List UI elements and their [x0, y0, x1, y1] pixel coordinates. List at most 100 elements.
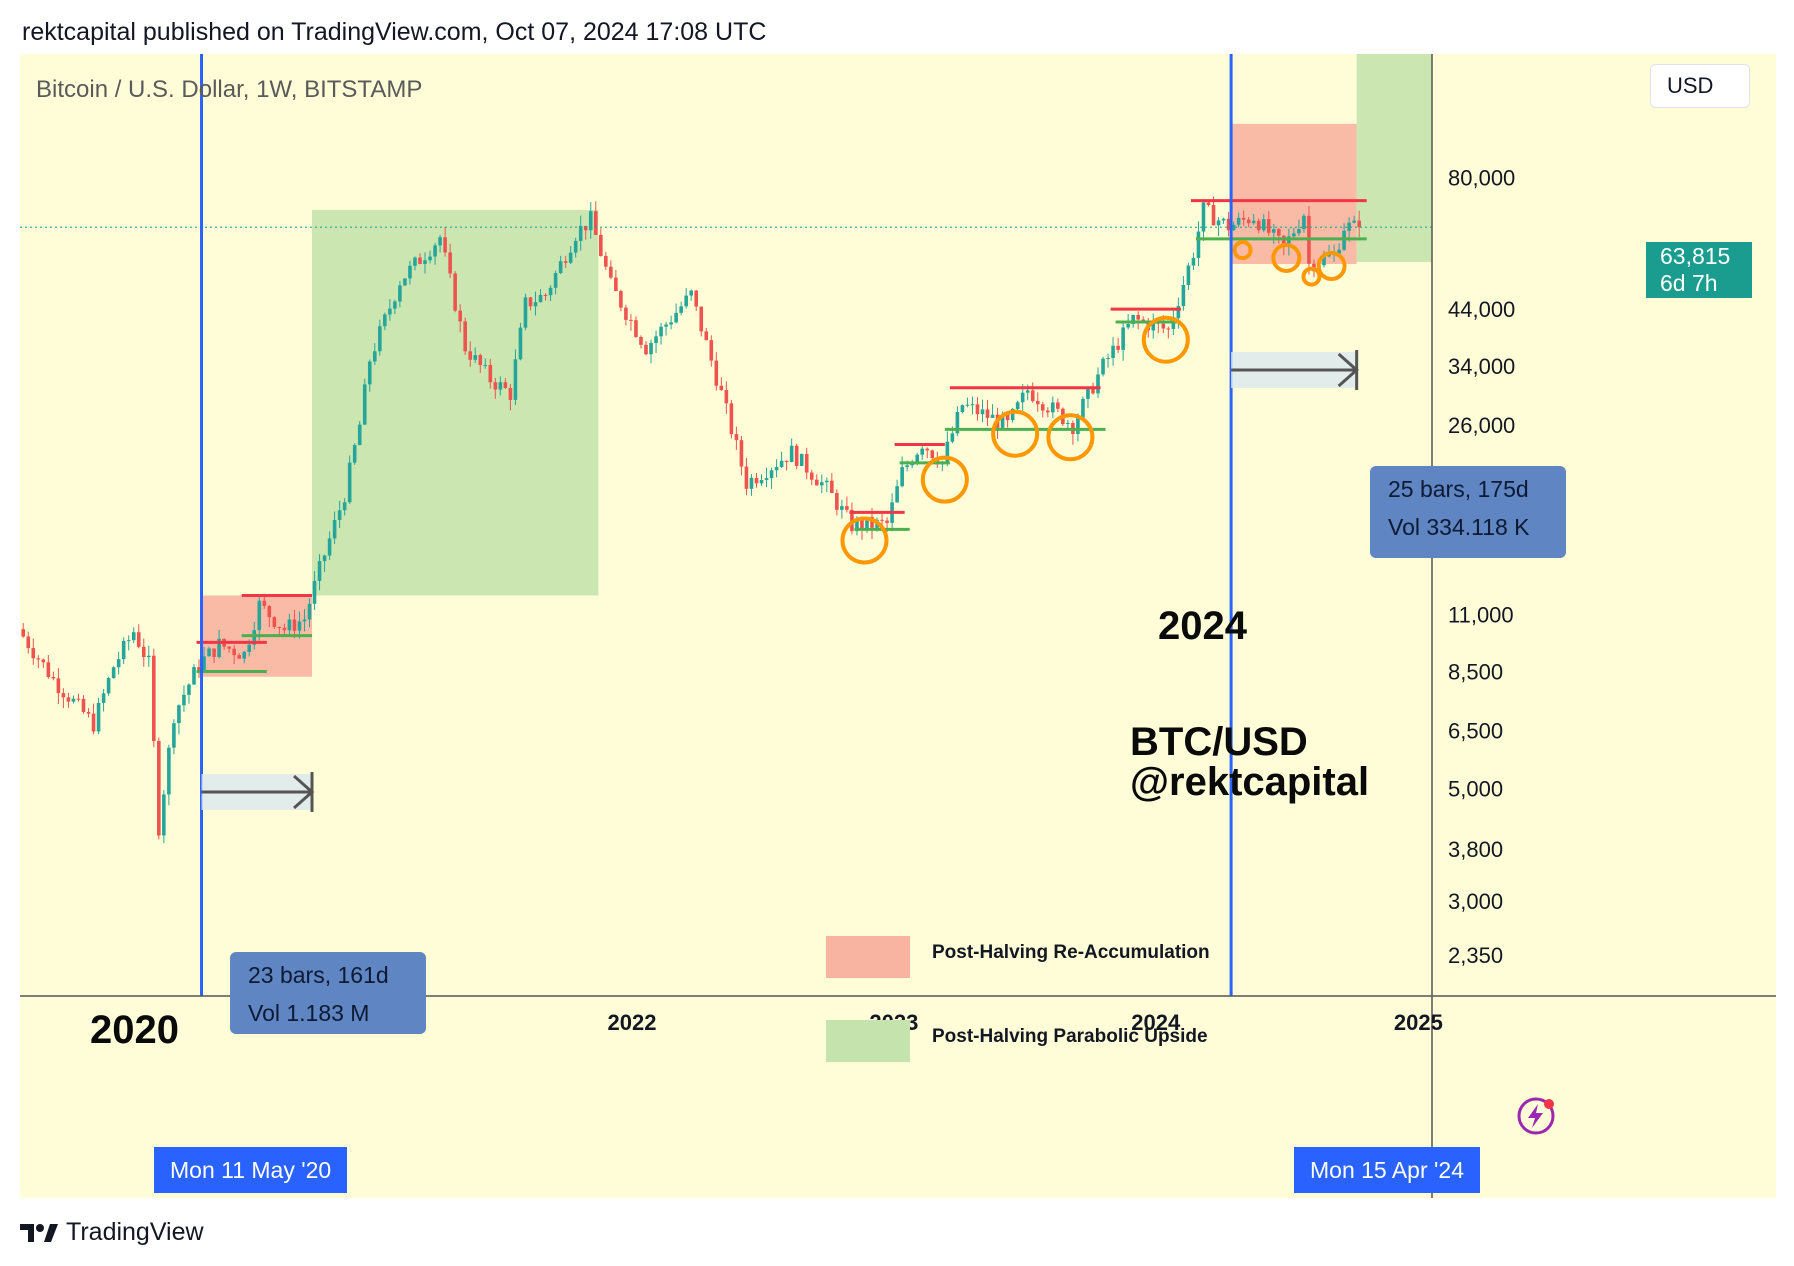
candle-body: [66, 697, 71, 702]
candle-body: [1201, 202, 1206, 232]
candle-body: [1141, 319, 1146, 322]
candle-body: [438, 237, 442, 246]
candle-body: [774, 466, 779, 471]
candle-body: [1091, 387, 1095, 394]
candle-body: [322, 555, 327, 562]
candle-body: [86, 711, 91, 714]
candle-body: [980, 409, 985, 415]
candle-body: [784, 460, 789, 463]
candle-body: [729, 403, 734, 435]
last-price-value: 63,815: [1660, 243, 1731, 269]
candle-body: [217, 638, 221, 657]
candle-body: [583, 225, 588, 231]
candle-body: [674, 312, 678, 323]
candle-body: [1020, 392, 1025, 403]
y-tick-label: 11,000: [1448, 603, 1514, 628]
candle-body: [262, 600, 267, 606]
candle-body: [845, 506, 849, 510]
candle-body: [1287, 236, 1291, 246]
candle-body: [388, 308, 392, 315]
candle-body: [900, 467, 904, 487]
currency-button[interactable]: USD: [1650, 64, 1750, 108]
candle-body: [855, 519, 859, 532]
candle-body: [46, 662, 51, 677]
candle-body: [1211, 205, 1216, 226]
candle-body: [604, 255, 608, 267]
candle-body: [885, 520, 889, 523]
candle-body: [1357, 220, 1361, 228]
candle-body: [81, 698, 86, 712]
candle-body: [1111, 345, 1115, 359]
candle-body: [312, 580, 317, 604]
candle-body: [860, 519, 864, 530]
candle-body: [493, 382, 498, 390]
candle-body: [307, 603, 312, 620]
candle-body: [428, 256, 432, 261]
candle-body: [689, 290, 694, 296]
candle-body: [418, 257, 422, 264]
candle-body: [111, 667, 116, 679]
candle-body: [508, 388, 513, 400]
candle-body: [754, 477, 759, 484]
candle-body: [106, 678, 111, 694]
candle-body: [1236, 217, 1241, 225]
candle-body: [1246, 219, 1251, 224]
lightning-icon[interactable]: [1516, 1096, 1556, 1136]
levels-layer: [20, 199, 1432, 674]
candle-body: [463, 321, 467, 352]
candle-body: [302, 619, 307, 622]
footer-brand[interactable]: TradingView: [20, 1218, 204, 1247]
candle-body: [337, 510, 342, 520]
publisher-header: rektcapital published on TradingView.com…: [22, 18, 767, 46]
candle-body: [920, 448, 925, 455]
candle-body: [518, 327, 523, 360]
candle-body: [548, 287, 553, 296]
legend-swatch-reaccumulation: [826, 936, 910, 978]
candle-body: [1251, 220, 1256, 224]
candle-body: [925, 448, 930, 451]
candle-body: [152, 655, 156, 742]
candle-body: [905, 465, 909, 468]
candle-body: [1106, 358, 1110, 360]
candle-body: [141, 646, 146, 658]
last-price-countdown: 6d 7h: [1660, 270, 1718, 296]
y-tick-label: 6,500: [1448, 719, 1503, 744]
retest-circle-3: [1046, 413, 1095, 462]
candle-body: [292, 619, 297, 631]
footer-brand-text: TradingView: [66, 1218, 204, 1246]
retest-circle-7: [1301, 266, 1322, 287]
y-tick-label: 44,000: [1448, 297, 1515, 322]
candle-body: [1040, 404, 1045, 411]
candle-body: [202, 656, 206, 671]
candle-body: [242, 651, 247, 659]
candle-body: [704, 331, 709, 341]
candle-body: [739, 440, 744, 467]
candle-body: [1226, 218, 1231, 231]
candle-body: [799, 453, 804, 466]
candle-body: [413, 257, 417, 266]
candle-body: [593, 211, 598, 235]
candle-body: [1241, 217, 1246, 220]
candle-body: [804, 453, 809, 473]
candle-body: [1000, 414, 1005, 428]
candle-body: [835, 492, 839, 510]
candle-body: [131, 632, 136, 641]
candle-body: [488, 364, 493, 383]
candle-body: [1327, 255, 1331, 257]
candle-body: [247, 644, 252, 652]
candle-body: [398, 285, 402, 302]
candle-body: [769, 470, 774, 479]
candle-body: [227, 646, 231, 649]
candle-body: [162, 794, 166, 836]
candle-body: [1186, 265, 1191, 285]
candle-body: [282, 627, 287, 631]
candle-body: [1151, 321, 1156, 331]
zones-layer: [201, 54, 1432, 677]
candle-body: [734, 434, 739, 441]
candle-body: [1297, 229, 1301, 234]
zone-3: [1356, 54, 1432, 262]
candle-body: [563, 261, 568, 263]
zone-1: [312, 209, 599, 596]
year-label-2020: 2020: [90, 1008, 179, 1052]
candle-body: [1066, 422, 1070, 424]
